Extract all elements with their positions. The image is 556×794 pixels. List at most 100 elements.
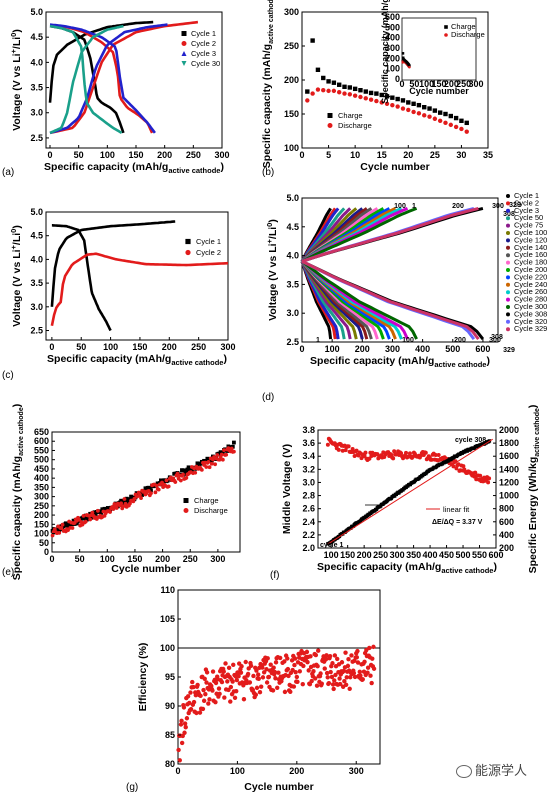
y-tick-label: 3.5 [286,279,299,289]
data-point-efficiency [181,705,187,710]
data-point-efficiency [241,697,247,702]
data-point-efficiency [176,747,181,753]
x-tick-label: 0 [47,150,52,160]
x-tick-label: 100 [230,766,245,776]
plot-frame [51,431,241,553]
data-point-efficiency [295,679,300,684]
inset-y-tick: 500 [385,22,400,32]
y-tick-label: 90 [165,701,175,711]
y-tick-label: 650 [34,427,49,437]
x-tick-label: 0 [299,344,304,354]
y-axis-label: Specific capacity (mAh/gactive cathode) [11,404,25,580]
data-point-efficiency [309,678,314,684]
data-point-efficiency [292,656,298,661]
data-point-efficiency [231,662,236,667]
curve-annotation: 329 [509,202,521,209]
y-label-part: Specific Energy (Wh/kg [527,457,539,574]
legend-label: Cycle 100 [514,228,547,237]
data-point-middle-voltage [429,457,434,462]
legend-marker [506,290,510,295]
data-point-discharge [229,446,234,451]
x-tick-label: 0 [175,766,180,776]
data-point-middle-voltage [461,464,466,469]
curve-annotation: 308 [491,334,503,341]
data-point-discharge [437,118,443,124]
data-point-efficiency [236,674,241,679]
data-point-efficiency [339,660,345,665]
y-axis-label: Specific Energy (Wh/kgactive cathode) [527,405,541,574]
legend-marker [327,113,333,118]
data-point-efficiency [285,656,290,661]
data-point-discharge [422,113,427,118]
legend-marker [506,282,510,287]
data-point-discharge [213,462,218,467]
data-point-charge [159,478,163,483]
data-point-charge [363,89,368,94]
y-tick-label: 350 [34,482,49,492]
data-point-charge [182,468,187,473]
y-tick-label: 200 [34,510,49,520]
data-point-efficiency [223,661,228,666]
legend-marker [506,312,510,317]
y-tick-label: 450 [34,464,49,474]
data-point-efficiency [341,668,346,674]
data-point-middle-voltage [399,451,404,456]
x-axis-label-close: ) [220,161,224,173]
data-point-efficiency [232,695,238,700]
x-tick-label: 35 [483,150,493,160]
data-point-efficiency [238,670,244,675]
data-point-efficiency [234,688,239,694]
inset-y-tick: 600 [385,12,400,22]
data-point-discharge [374,98,379,104]
x-tick-label: 100 [325,344,340,354]
data-point-discharge [138,492,142,497]
y-tick-label: 2.5 [30,133,43,143]
inset-frame [401,17,477,81]
data-point-charge [147,486,152,490]
data-point-discharge [315,87,321,92]
data-point-efficiency [260,675,266,680]
data-point-efficiency [326,681,332,686]
data-point-efficiency [183,725,188,730]
chart-c: 0 50 100 150 200 250 300 2.5 3.0 3.5 4.0 4.5 5.0 Spec… [9,207,236,367]
y-tick-label: 2.6 [302,504,315,514]
data-point-charge [453,115,459,121]
x-tick-label: 400 [415,344,430,354]
data-point-efficiency [213,680,219,686]
y-tick-label: 300 [34,492,49,502]
inset-x-tick: 50 [409,79,419,89]
y2-tick-label: 1800 [499,438,519,448]
data-point-efficiency [346,656,351,662]
data-point-charge [374,91,379,96]
y-tick-label: 500 [34,455,49,465]
x-tick-label: 200 [157,150,172,160]
legend-marker [327,123,333,128]
legend-marker [506,327,510,332]
legend-label: Cycle 3 [191,49,216,58]
data-point-efficiency [273,660,279,665]
data-point-discharge [193,470,198,475]
series-line-cycle-300 [301,260,418,340]
y-tick-label: 100 [160,643,175,653]
data-point-middle-voltage [346,444,351,449]
data-point-efficiency [266,674,272,680]
x-tick-label: 500 [445,344,460,354]
legend-marker [506,253,510,258]
data-point-efficiency [234,677,240,683]
data-point-efficiency [347,686,352,692]
data-point-discharge [406,107,411,113]
data-point-middle-voltage [423,450,428,455]
data-point-charge [342,84,347,89]
data-point-efficiency [185,694,191,699]
data-point-efficiency [333,672,338,678]
legend-label: Cycle 1 [191,29,216,38]
panel-label: (d) [262,392,274,403]
data-point-discharge [77,517,81,522]
data-point-charge [384,94,390,99]
y-label-part: /Li [267,227,279,239]
data-point-efficiency [216,686,222,691]
data-point-efficiency [191,699,197,705]
x-axis-label-sub: active cathode [171,358,223,367]
data-point-charge [321,75,326,81]
y2-tick-label: 2000 [499,425,519,435]
